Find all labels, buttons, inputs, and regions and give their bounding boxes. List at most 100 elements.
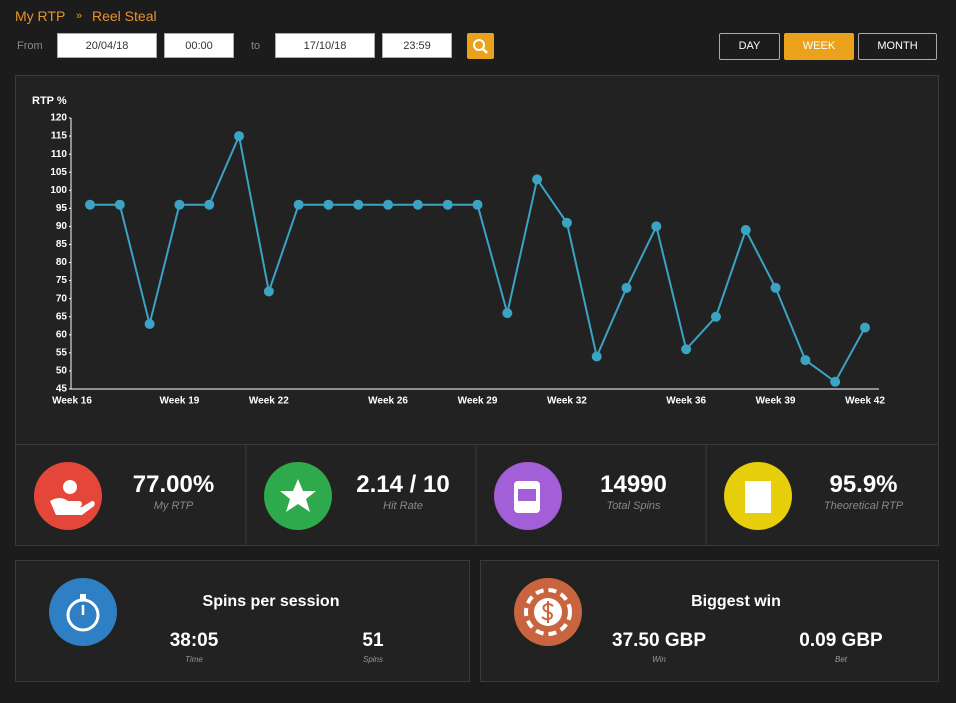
biggest-label: Bet bbox=[834, 655, 847, 664]
line bbox=[90, 132, 866, 384]
y-tick-label: 75 bbox=[56, 275, 68, 286]
from-label: From bbox=[17, 40, 43, 52]
point bbox=[681, 344, 692, 355]
y-tick-label: 60 bbox=[56, 329, 68, 340]
session-title: Spins per session bbox=[202, 593, 340, 610]
point bbox=[85, 199, 95, 210]
biggest-title: Biggest win bbox=[691, 593, 781, 610]
point bbox=[561, 217, 572, 228]
session-value: 38:05 bbox=[169, 630, 219, 651]
x-tick-label: Week 39 bbox=[756, 396, 796, 407]
biggest-label: Win bbox=[652, 655, 666, 664]
to-label: to bbox=[251, 40, 261, 52]
search-button[interactable] bbox=[467, 33, 494, 59]
breadcrumb-separator: » bbox=[76, 10, 83, 22]
x-tick-label: Week 22 bbox=[249, 396, 289, 407]
session-icon-watch bbox=[66, 598, 100, 632]
y-tick-label: 85 bbox=[56, 239, 68, 250]
point bbox=[204, 199, 215, 210]
point bbox=[502, 308, 513, 319]
point bbox=[412, 199, 423, 210]
from-date[interactable]: 20/04/18 bbox=[57, 33, 157, 58]
search-bg bbox=[467, 33, 494, 59]
session-value: 51 bbox=[362, 630, 384, 651]
point bbox=[532, 174, 543, 185]
theoretical-icon-building bbox=[745, 481, 771, 513]
period-button[interactable]: DAY bbox=[719, 33, 780, 60]
stats-panel: 77.00% My RTP 2.14 / 10 Hit Rate 14990 T… bbox=[15, 444, 939, 546]
biggest-icon-chip bbox=[524, 588, 572, 636]
chart: RTP % 45 50 55 60 65 70 75 80 85 90 95 100 105 110 115… bbox=[32, 95, 885, 407]
stat-label: Hit Rate bbox=[383, 500, 423, 512]
point bbox=[144, 318, 155, 329]
point bbox=[591, 351, 602, 362]
x-tick-label: Week 29 bbox=[458, 396, 498, 407]
hitrate-icon-star bbox=[280, 479, 316, 512]
biggest-value: 0.09 GBP bbox=[799, 630, 883, 651]
chart-panel: RTP % 45 50 55 60 65 70 75 80 85 90 95 100 105 110 115… bbox=[15, 75, 939, 445]
biggest-icon-dollar bbox=[541, 601, 554, 623]
spins-icon-reels bbox=[518, 489, 536, 501]
point bbox=[710, 311, 721, 322]
biggest-icon bbox=[514, 578, 582, 646]
point bbox=[442, 199, 453, 210]
point bbox=[174, 199, 185, 210]
y-tick-label: 50 bbox=[56, 366, 68, 377]
x-tick-label: Week 32 bbox=[547, 396, 587, 407]
y-tick-label: 90 bbox=[56, 221, 68, 232]
x-tick-label: Week 19 bbox=[160, 396, 200, 407]
y-tick-label: 95 bbox=[56, 203, 68, 214]
period-button-active[interactable]: WEEK bbox=[784, 33, 854, 60]
session-label: Spins bbox=[362, 655, 383, 664]
y-tick-label: 55 bbox=[56, 348, 68, 359]
stat-label: My RTP bbox=[153, 500, 194, 512]
point bbox=[353, 199, 364, 210]
stat-value: 2.14 / 10 bbox=[356, 471, 450, 498]
session-panel: Spins per session 38:05 Time 51 Spins bbox=[15, 560, 470, 682]
point bbox=[263, 286, 274, 297]
stat-label: Theoretical RTP bbox=[823, 500, 904, 512]
y-axis-label: RTP % bbox=[32, 95, 67, 107]
rtp-icon-hand bbox=[50, 498, 95, 515]
stat-value: 77.00% bbox=[132, 471, 215, 498]
point bbox=[740, 225, 751, 236]
to-date[interactable]: 17/10/18 bbox=[275, 33, 375, 58]
to-time[interactable]: 23:59 bbox=[382, 33, 452, 58]
y-tick-label: 70 bbox=[56, 293, 68, 304]
point bbox=[323, 199, 334, 210]
session-label: Time bbox=[185, 655, 203, 664]
x-tick-label: Week 36 bbox=[666, 396, 706, 407]
stat-label: Total Spins bbox=[606, 500, 661, 512]
y-tick-label: 80 bbox=[56, 257, 68, 268]
y-tick-label: 65 bbox=[56, 311, 68, 322]
y-tick-label: 105 bbox=[50, 167, 67, 178]
y-tick-label: 100 bbox=[50, 185, 67, 196]
point bbox=[800, 355, 811, 366]
stat-value: 14990 bbox=[600, 471, 667, 498]
y-tick-label: 120 bbox=[50, 113, 67, 124]
rtp-icon-coin bbox=[63, 480, 77, 494]
y-tick-label: 115 bbox=[51, 131, 68, 142]
period-button[interactable]: MONTH bbox=[858, 33, 937, 60]
rtp-icon bbox=[34, 462, 102, 530]
stat-icons bbox=[34, 445, 792, 545]
breadcrumb-game: Reel Steal bbox=[92, 8, 157, 24]
breadcrumb-root[interactable]: My RTP bbox=[15, 8, 66, 24]
y-tick-label: 45 bbox=[56, 384, 68, 395]
stat-value: 95.9% bbox=[829, 471, 898, 498]
point bbox=[383, 199, 394, 210]
session-icon bbox=[49, 578, 117, 646]
point bbox=[621, 282, 632, 293]
point bbox=[234, 131, 245, 142]
point bbox=[860, 322, 870, 333]
x-tick-label: Week 26 bbox=[368, 396, 408, 407]
y-tick-label: 110 bbox=[51, 149, 68, 160]
point bbox=[114, 199, 125, 210]
point bbox=[293, 199, 304, 210]
from-time[interactable]: 00:00 bbox=[164, 33, 234, 58]
search-icon bbox=[482, 48, 488, 54]
biggest-value: 37.50 GBP bbox=[612, 630, 706, 651]
point bbox=[770, 282, 781, 293]
session-icon-crown bbox=[80, 594, 86, 599]
